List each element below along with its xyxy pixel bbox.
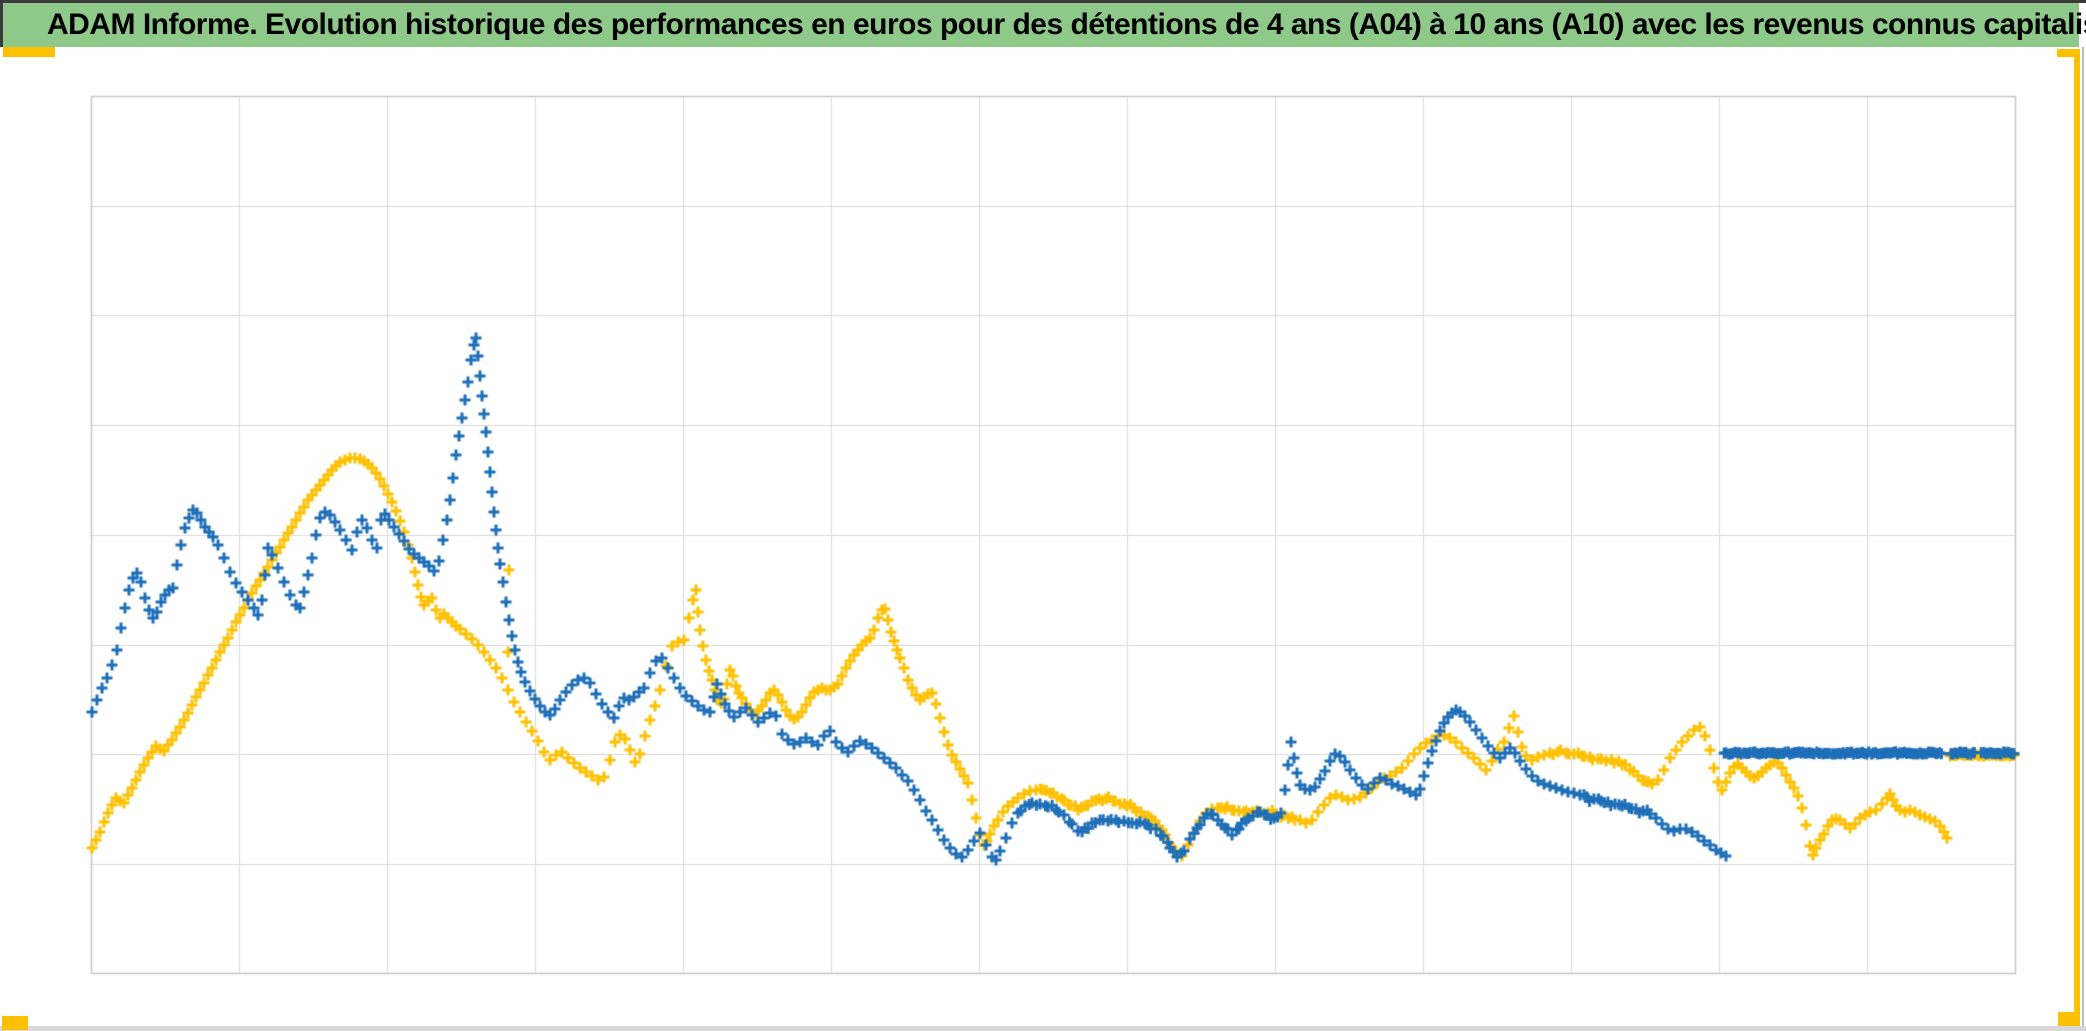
yellow-range-tab-top-left[interactable] [3,47,55,57]
yellow-range-handle-bottom-left[interactable] [2,1016,28,1030]
yellow-range-border-right [2074,49,2080,1024]
yellow-range-bracket-top-right[interactable] [2057,49,2080,57]
grey-right-frame-line [2082,47,2084,1031]
yellow-range-handle-bottom-right[interactable] [2058,1012,2080,1026]
grey-bottom-strip [0,1026,2086,1031]
